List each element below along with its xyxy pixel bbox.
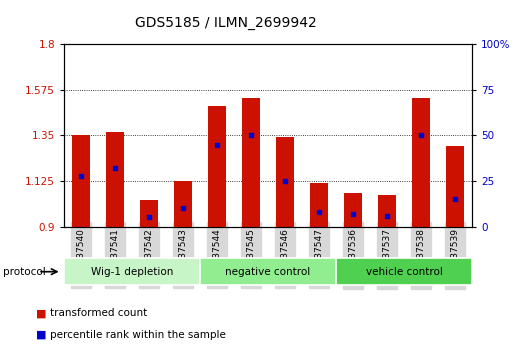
Bar: [208, 106, 226, 227]
Point: [179, 205, 187, 211]
Bar: [106, 132, 125, 227]
Bar: [378, 195, 397, 227]
Bar: [411, 98, 430, 227]
Bar: [174, 181, 192, 227]
Text: percentile rank within the sample: percentile rank within the sample: [50, 330, 226, 339]
Text: Wig-1 depletion: Wig-1 depletion: [91, 267, 173, 277]
Bar: [242, 98, 261, 227]
Point: [213, 142, 221, 147]
Bar: [140, 200, 159, 227]
Point: [281, 178, 289, 184]
Text: negative control: negative control: [225, 267, 311, 277]
Point: [247, 132, 255, 138]
Bar: [275, 137, 294, 227]
Bar: [72, 135, 90, 227]
Point: [451, 196, 459, 202]
Point: [145, 215, 153, 220]
Text: vehicle control: vehicle control: [366, 267, 442, 277]
Point: [349, 211, 357, 217]
Point: [77, 173, 85, 178]
Bar: [446, 145, 464, 227]
Bar: [344, 193, 362, 227]
Point: [315, 209, 323, 215]
Bar: [310, 183, 328, 227]
Text: ■: ■: [36, 330, 46, 339]
Text: protocol: protocol: [3, 267, 45, 277]
Text: ■: ■: [36, 308, 46, 318]
Text: GDS5185 / ILMN_2699942: GDS5185 / ILMN_2699942: [135, 16, 317, 30]
Point: [383, 213, 391, 218]
Point: [111, 165, 119, 171]
Point: [417, 132, 425, 138]
Text: transformed count: transformed count: [50, 308, 148, 318]
